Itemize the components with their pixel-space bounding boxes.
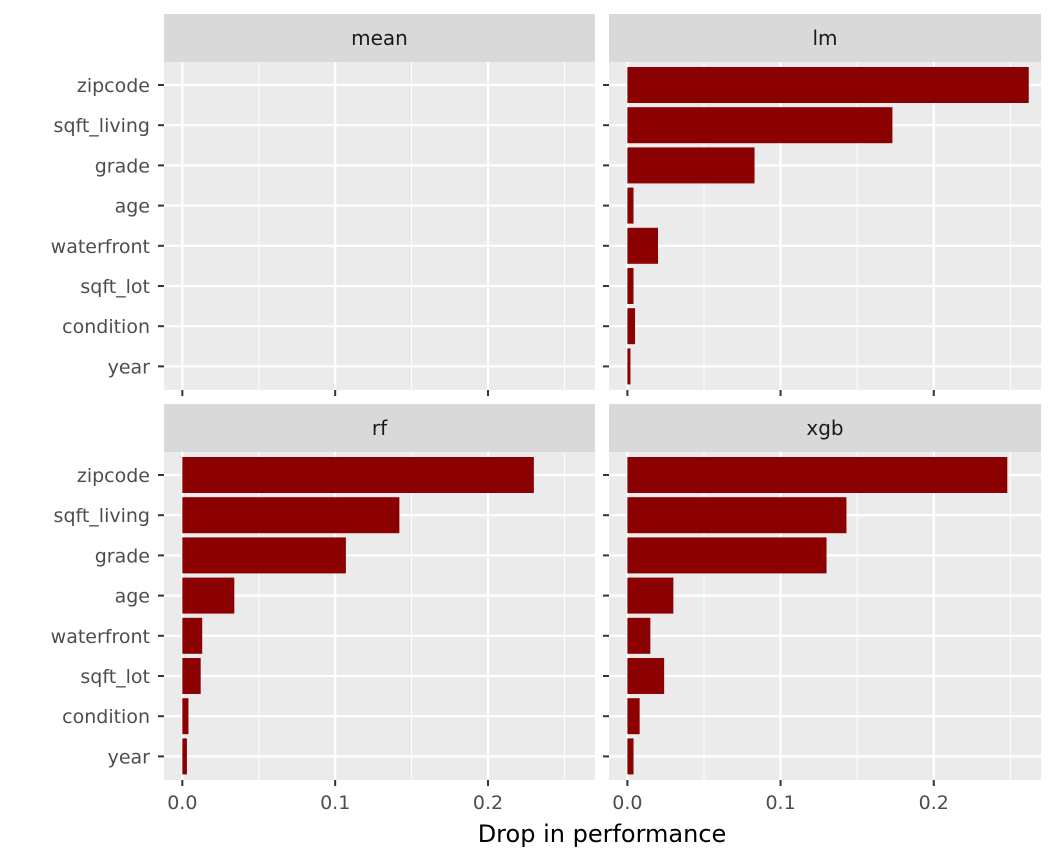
y-tick-label: condition xyxy=(62,706,150,728)
bar-lm-condition xyxy=(627,308,636,345)
bar-lm-year xyxy=(627,348,631,385)
bar-lm-grade xyxy=(627,147,755,184)
facet-strip xyxy=(609,404,1041,452)
bar-rf-grade xyxy=(182,537,346,574)
y-tick-label: grade xyxy=(95,545,150,567)
bar-rf-condition xyxy=(182,698,189,735)
bar-rf-sqft_living xyxy=(182,497,400,534)
y-tick-label: sqft_lot xyxy=(80,276,150,298)
bar-lm-waterfront xyxy=(627,227,659,264)
facet-label: lm xyxy=(812,26,837,50)
bar-rf-year xyxy=(182,738,187,775)
x-tick-label: 0.1 xyxy=(765,792,795,814)
bar-xgb-zipcode xyxy=(627,457,1008,493)
bar-lm-age xyxy=(627,187,634,224)
facet-label: mean xyxy=(351,26,408,50)
bar-rf-zipcode xyxy=(182,457,534,493)
facet-strip xyxy=(164,404,595,452)
y-tick-label: condition xyxy=(62,316,150,338)
y-tick-label: waterfront xyxy=(51,626,150,648)
y-tick-label: age xyxy=(115,586,150,608)
y-tick-label: waterfront xyxy=(51,236,150,258)
y-tick-label: year xyxy=(108,746,151,768)
y-tick-label: sqft_living xyxy=(54,115,150,137)
bar-lm-zipcode xyxy=(627,67,1029,103)
x-tick-label: 0.0 xyxy=(167,792,197,814)
bar-rf-waterfront xyxy=(182,617,203,654)
bar-lm-sqft_lot xyxy=(627,268,634,304)
facet-label: rf xyxy=(372,416,388,440)
y-tick-label: sqft_lot xyxy=(80,666,150,688)
y-tick-label: zipcode xyxy=(77,465,150,487)
bar-xgb-age xyxy=(627,577,674,614)
x-tick-label: 0.2 xyxy=(473,792,503,814)
facet-strip xyxy=(164,14,595,62)
y-tick-label: grade xyxy=(95,155,150,177)
x-axis-title: Drop in performance xyxy=(478,820,727,848)
bar-rf-age xyxy=(182,577,235,614)
y-tick-label: age xyxy=(115,196,150,218)
bar-lm-sqft_living xyxy=(627,107,893,144)
x-tick-label: 0.2 xyxy=(919,792,949,814)
panel-background xyxy=(164,62,595,390)
bar-rf-sqft_lot xyxy=(182,658,201,694)
bar-xgb-sqft_lot xyxy=(627,658,665,694)
x-tick-label: 0.0 xyxy=(612,792,642,814)
facet-label: xgb xyxy=(806,416,843,440)
bar-xgb-condition xyxy=(627,698,640,735)
y-tick-label: sqft_living xyxy=(54,505,150,527)
x-tick-label: 0.1 xyxy=(320,792,350,814)
bar-xgb-sqft_living xyxy=(627,497,847,534)
y-tick-label: zipcode xyxy=(77,75,150,97)
facet-strip xyxy=(609,14,1041,62)
y-tick-label: year xyxy=(108,356,151,378)
bar-xgb-grade xyxy=(627,537,827,574)
bar-xgb-year xyxy=(627,738,634,775)
bar-xgb-waterfront xyxy=(627,617,651,654)
